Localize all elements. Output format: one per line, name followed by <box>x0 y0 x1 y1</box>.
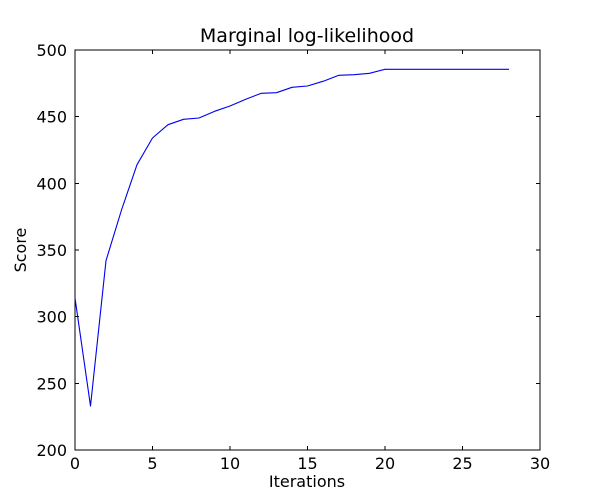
axis-ticks <box>74 49 541 451</box>
y-tick-label: 500 <box>36 41 67 60</box>
x-tick-label: 20 <box>375 454 395 473</box>
y-tick-label: 300 <box>36 308 67 327</box>
y-tick-label: 400 <box>36 174 67 193</box>
y-tick-label: 450 <box>36 108 67 127</box>
series-line <box>74 68 509 407</box>
x-axis-label: Iterations <box>269 472 345 491</box>
y-tick-label: 200 <box>36 441 67 460</box>
plot-area-border <box>74 49 541 451</box>
y-axis-label: Score <box>11 228 30 273</box>
chart-title: Marginal log-likelihood <box>200 25 414 47</box>
x-tick-label: 0 <box>70 454 80 473</box>
x-tick-label: 5 <box>147 454 157 473</box>
axis-tick-labels: 0 5 10 15 20 25 30 200 250 300 350 400 450 500 <box>36 41 550 473</box>
y-tick-label: 350 <box>36 241 67 260</box>
x-tick-label: 25 <box>452 454 472 473</box>
y-tick-label: 250 <box>36 374 67 393</box>
x-tick-label: 10 <box>220 454 240 473</box>
x-tick-label: 30 <box>530 454 550 473</box>
x-tick-label: 15 <box>297 454 317 473</box>
